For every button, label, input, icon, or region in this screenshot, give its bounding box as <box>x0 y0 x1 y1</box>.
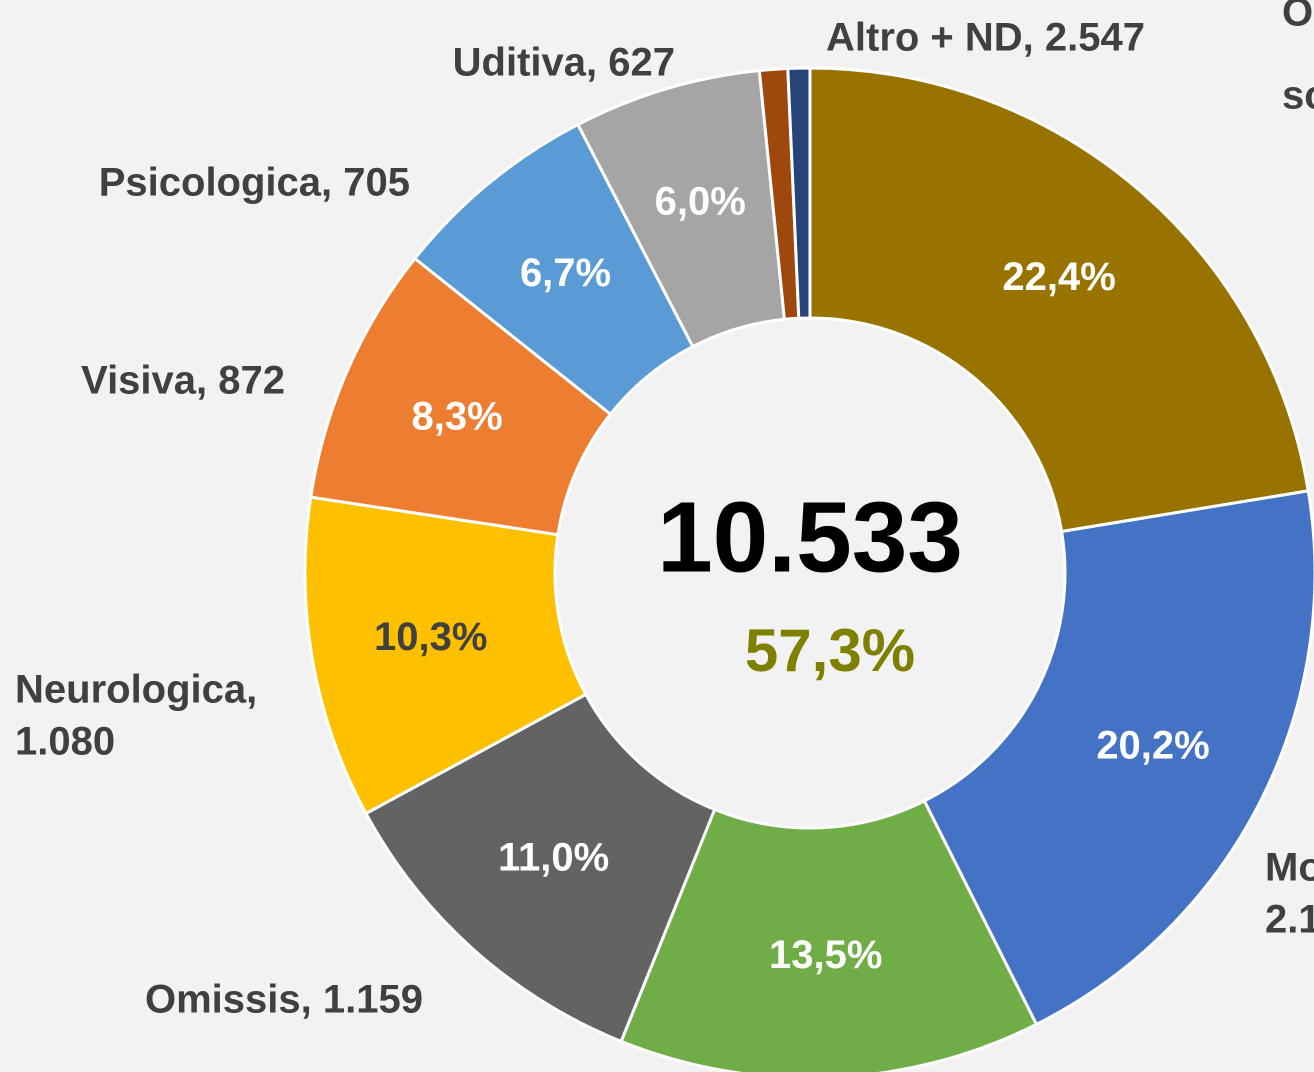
category-label: sc <box>1282 74 1314 118</box>
slice <box>786 66 812 320</box>
category-label: Altro + ND, 2.547 <box>826 16 1145 60</box>
slice <box>363 692 717 1044</box>
category-label: Omissis, 1.159 <box>145 978 423 1022</box>
slice-label: 6,0% <box>655 180 746 224</box>
slice <box>309 256 613 537</box>
slice-label: 20,2% <box>1096 723 1209 767</box>
slice <box>619 798 1039 1072</box>
slice <box>808 66 1311 534</box>
category-label: 1.080 <box>15 720 115 764</box>
slice <box>303 495 588 816</box>
slice-label: 11,0% <box>498 836 609 880</box>
slice-label: 13,5% <box>769 933 882 977</box>
slice-label: 8,3% <box>412 395 503 439</box>
category-label: Psicologica, 705 <box>99 161 410 205</box>
center-total: 10.533 <box>657 481 963 593</box>
category-label: O <box>1282 0 1313 35</box>
slice-label: 22,4% <box>1002 255 1115 299</box>
slice <box>922 489 1314 1027</box>
slice-label: 6,7% <box>520 251 611 295</box>
category-label: Visiva, 872 <box>81 359 285 403</box>
category-label: Neurologica, <box>15 668 257 712</box>
category-label: Uditiva, 627 <box>453 41 675 85</box>
category-label: 2.1 <box>1265 898 1314 942</box>
category-label: Mo <box>1265 846 1314 890</box>
slice-label: 10,3% <box>374 615 487 659</box>
center-share: 57,3% <box>745 617 915 684</box>
